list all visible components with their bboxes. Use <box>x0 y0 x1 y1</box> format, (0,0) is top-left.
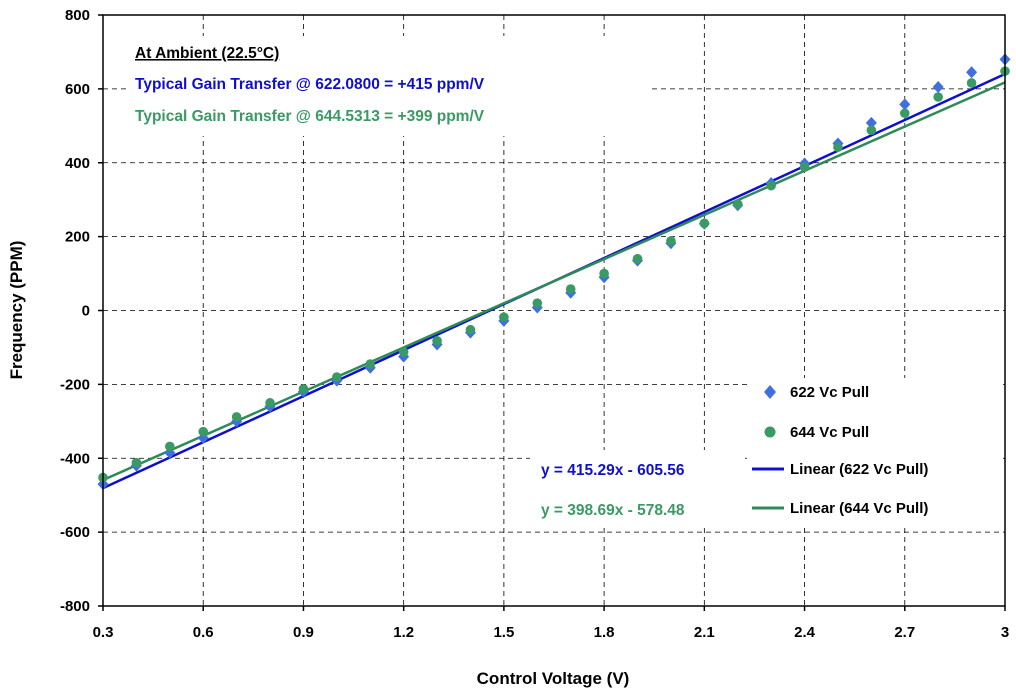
point-644 <box>198 426 209 437</box>
point-644 <box>833 142 843 153</box>
ambient-heading: At Ambient (22.5°C) <box>135 45 279 62</box>
x-tick-label: 0.3 <box>93 624 114 641</box>
legend: 622 Vc Pull 644 Vc Pull Linear (622 Vc P… <box>748 378 1000 528</box>
y-tick-label: -800 <box>60 598 90 615</box>
legend-label-644: 644 Vc Pull <box>790 424 869 441</box>
point-644 <box>899 108 910 119</box>
y-tick-label: -400 <box>60 450 90 467</box>
gain-transfer-622: Typical Gain Transfer @ 622.0800 = +415 … <box>135 76 485 93</box>
point-622 <box>899 98 911 111</box>
equation-644: y = 398.69x - 578.48 <box>541 502 685 519</box>
point-622 <box>966 66 978 79</box>
x-tick-label: 1.2 <box>393 624 414 641</box>
point-644 <box>499 312 509 322</box>
legend-label-linear-644: Linear (644 Vc Pull) <box>790 500 928 517</box>
annotation-backdrop <box>128 36 648 136</box>
gain-transfer-644: Typical Gain Transfer @ 644.5313 = +399 … <box>135 108 485 125</box>
trendline-644 <box>102 81 1006 482</box>
y-tick-label: -600 <box>60 524 90 541</box>
point-644 <box>532 298 543 308</box>
y-tick-label: 600 <box>65 81 90 98</box>
y-tick-label: 400 <box>65 155 90 172</box>
point-644 <box>766 180 776 191</box>
point-644 <box>298 384 309 394</box>
point-644 <box>398 347 409 357</box>
data-points <box>97 53 1011 491</box>
legend-marker-644 <box>764 426 776 438</box>
equation-622: y = 415.29x - 605.56 <box>541 462 685 479</box>
x-tick-label: 2.7 <box>894 624 915 641</box>
point-622 <box>932 81 944 94</box>
legend-label-622: 622 Vc Pull <box>790 384 869 401</box>
legend-label-linear-622: Linear (622 Vc Pull) <box>790 461 928 478</box>
x-tick-label: 2.4 <box>794 624 816 641</box>
x-tick-label: 1.5 <box>493 624 514 641</box>
point-644 <box>599 268 609 279</box>
point-644 <box>666 236 676 246</box>
point-644 <box>332 372 342 382</box>
y-axis-title: Frequency (PPM) <box>7 241 26 380</box>
x-tick-label: 0.6 <box>193 624 214 641</box>
point-644 <box>933 92 943 102</box>
y-tick-label: 0 <box>82 303 90 320</box>
point-644 <box>265 398 275 408</box>
point-644 <box>231 412 242 422</box>
point-644 <box>966 78 977 88</box>
y-tick-label: 200 <box>65 229 90 246</box>
x-axis-title: Control Voltage (V) <box>477 669 630 688</box>
point-644 <box>432 335 442 346</box>
point-644 <box>799 162 810 172</box>
point-644 <box>732 199 743 209</box>
point-644 <box>365 359 376 369</box>
point-644 <box>699 218 710 229</box>
tick-labels: 0.3 0.6 0.9 1.2 1.5 1.8 2.1 2.4 2.7 3 800 600 400 200… <box>60 7 1009 641</box>
y-tick-label: -200 <box>60 376 90 393</box>
point-644 <box>565 284 576 294</box>
x-tick-label: 3 <box>1001 624 1009 641</box>
point-644 <box>465 324 476 335</box>
point-644 <box>131 457 142 468</box>
legend-marker-622 <box>764 385 776 399</box>
y-tick-label: 800 <box>65 7 90 24</box>
x-tick-label: 2.1 <box>694 624 715 641</box>
point-644 <box>866 125 877 136</box>
point-644 <box>632 253 643 264</box>
equation-backdrop <box>530 450 745 528</box>
x-tick-label: 0.9 <box>293 624 314 641</box>
point-622 <box>865 116 877 129</box>
point-644 <box>165 441 175 452</box>
trendlines <box>102 72 1006 490</box>
x-tick-label: 1.8 <box>594 624 615 641</box>
legend-backdrop <box>748 378 1000 528</box>
